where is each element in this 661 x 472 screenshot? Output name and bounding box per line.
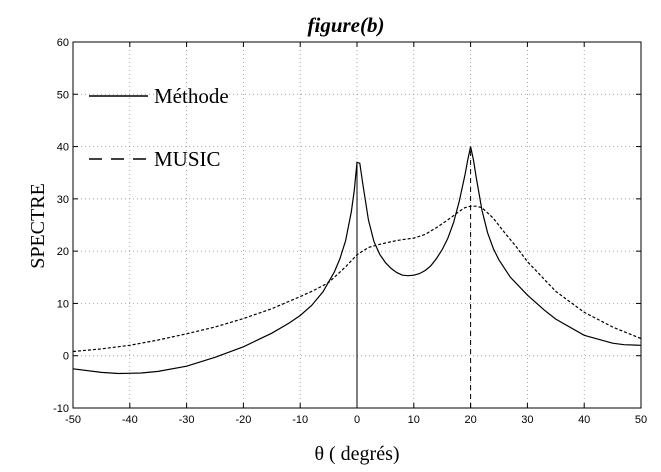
y-tick-label: 30 xyxy=(57,194,69,206)
y-tick-label: 0 xyxy=(63,351,69,363)
y-tick-label: 50 xyxy=(57,89,69,101)
x-axis-label: θ ( degrés) xyxy=(314,443,399,465)
series-line-music xyxy=(72,205,642,353)
x-tick-label: 0 xyxy=(354,414,360,426)
x-tick-label: -10 xyxy=(292,414,308,426)
series-line-methode xyxy=(72,146,642,375)
y-tick-label: 60 xyxy=(57,37,69,49)
y-tick-label: 20 xyxy=(57,246,69,258)
series xyxy=(72,146,642,375)
x-tick-label: 10 xyxy=(408,414,420,426)
x-axis-ticks: -50 -40 -30 -20 -10 0 10 20 30 40 50 xyxy=(65,42,647,426)
x-tick-label: -30 xyxy=(179,414,195,426)
y-axis-ticks: -10 0 10 20 30 40 50 60 xyxy=(53,37,641,415)
vertical-markers xyxy=(356,146,472,408)
y-tick-label: 40 xyxy=(57,142,69,154)
x-tick-label: -50 xyxy=(65,414,81,426)
y-tick-label: -10 xyxy=(53,403,69,415)
x-tick-label: -20 xyxy=(235,414,251,426)
legend-label-methode: Méthode xyxy=(154,84,229,108)
x-tick-label: 20 xyxy=(464,414,476,426)
y-tick-label: 10 xyxy=(57,298,69,310)
y-axis-label: SPECTRE xyxy=(27,183,49,269)
chart-title: figure(b) xyxy=(308,13,385,37)
x-tick-label: 50 xyxy=(635,414,647,426)
x-tick-label: 30 xyxy=(521,414,533,426)
legend: Méthode MUSIC xyxy=(89,84,229,171)
x-tick-label: -40 xyxy=(122,414,138,426)
x-tick-label: 40 xyxy=(578,414,590,426)
plot-area: -50 -40 -30 -20 -10 0 10 20 30 40 50 -10 0 10 20 30 40 5… xyxy=(53,37,647,426)
legend-label-music: MUSIC xyxy=(154,147,221,171)
